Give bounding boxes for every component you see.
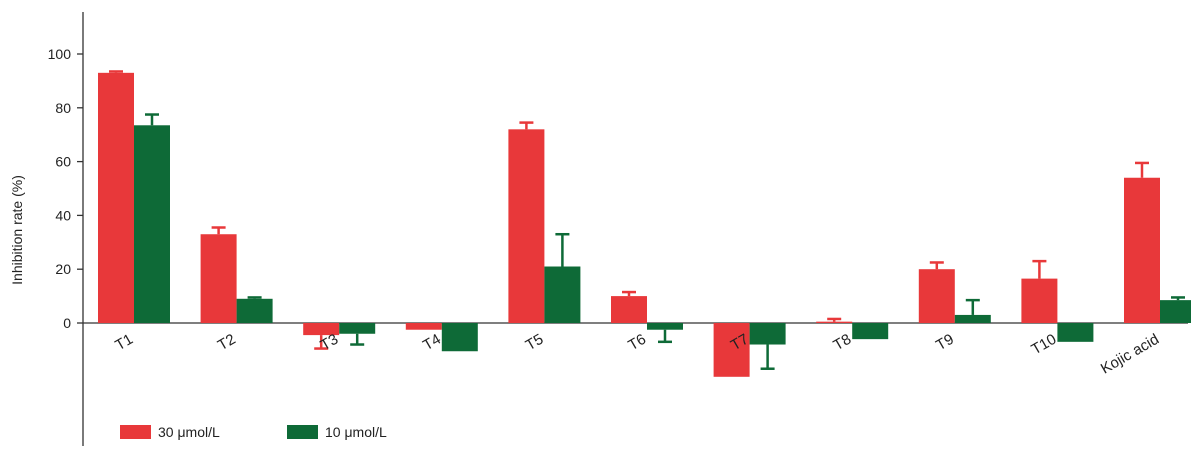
error-bars bbox=[109, 70, 1185, 370]
bar-30-t2 bbox=[200, 234, 237, 323]
bar-30-t4 bbox=[405, 323, 442, 330]
category-label: T8 bbox=[831, 331, 855, 354]
y-tick-label: 0 bbox=[63, 315, 71, 331]
y-tick-label: 100 bbox=[48, 46, 72, 62]
bar-10-t3 bbox=[339, 323, 376, 334]
category-label: T1 bbox=[112, 331, 136, 354]
legend-label-10: 10 μmol/L bbox=[325, 424, 387, 440]
y-tick-label: 20 bbox=[55, 261, 71, 277]
legend: 30 μmol/L 10 μmol/L bbox=[120, 424, 387, 440]
y-tick-label: 60 bbox=[55, 154, 71, 170]
bar-30-kojic-acid bbox=[1124, 177, 1160, 323]
bar-30-t10 bbox=[1021, 278, 1058, 323]
bar-10-t6 bbox=[647, 323, 683, 330]
category-label: T4 bbox=[420, 331, 444, 354]
category-label: T3 bbox=[318, 331, 342, 354]
category-label: T7 bbox=[728, 331, 752, 354]
bar-30-t9 bbox=[918, 269, 955, 323]
bar-10-t5 bbox=[544, 266, 581, 323]
bar-30-t8 bbox=[816, 321, 853, 323]
category-labels: T1 T2 T3 T4 T5 T6 T7 T8 T9 T10 Kojic acid bbox=[112, 331, 1162, 378]
legend-label-30: 30 μmol/L bbox=[158, 424, 220, 440]
category-label: T10 bbox=[1029, 331, 1060, 359]
bar-30-t6 bbox=[611, 296, 647, 323]
bar-10-t2 bbox=[236, 298, 273, 323]
bar-10-t4 bbox=[441, 323, 478, 352]
bar-30-t1 bbox=[98, 72, 134, 323]
bar-10-t9 bbox=[954, 314, 991, 323]
legend-swatch-30 bbox=[120, 425, 151, 439]
y-tick-label: 80 bbox=[55, 100, 71, 116]
bar-30-t3 bbox=[303, 323, 340, 336]
category-label: T5 bbox=[523, 331, 547, 354]
category-label: T2 bbox=[215, 331, 239, 354]
category-label: T9 bbox=[933, 331, 957, 354]
y-tick-label: 40 bbox=[55, 207, 71, 223]
bars bbox=[98, 72, 1191, 377]
bar-10-t1 bbox=[134, 125, 170, 323]
bar-30-t7 bbox=[713, 323, 750, 377]
category-label: Kojic acid bbox=[1098, 331, 1162, 378]
bar-30-t5 bbox=[508, 129, 545, 323]
y-ticks: 0 20 40 60 80 100 bbox=[48, 46, 83, 331]
bar-10-t7 bbox=[749, 323, 786, 345]
bar-10-t10 bbox=[1057, 323, 1094, 342]
bar-10-kojic-acid bbox=[1160, 300, 1191, 323]
legend-swatch-10 bbox=[287, 425, 318, 439]
y-axis-title: Inhibition rate (%) bbox=[9, 175, 25, 285]
bar-10-t8 bbox=[852, 323, 889, 340]
axes bbox=[82, 12, 1188, 446]
category-label: T6 bbox=[625, 331, 649, 354]
